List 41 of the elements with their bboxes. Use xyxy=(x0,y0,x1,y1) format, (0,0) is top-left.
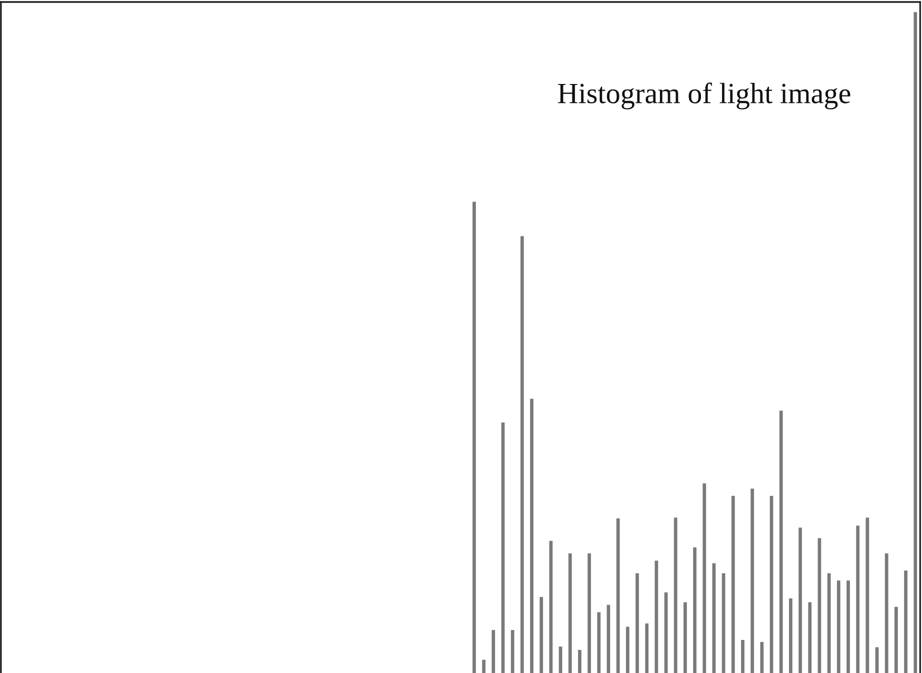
bar xyxy=(856,526,860,673)
bar xyxy=(540,596,544,673)
bar xyxy=(578,650,582,673)
bar xyxy=(789,598,792,673)
bar xyxy=(636,573,639,673)
bar xyxy=(472,202,476,673)
bar xyxy=(836,580,840,673)
bar xyxy=(904,570,908,673)
bar xyxy=(750,488,754,673)
bar xyxy=(798,528,802,673)
bar xyxy=(588,553,591,673)
bar xyxy=(846,580,850,673)
bar xyxy=(808,602,812,673)
bar xyxy=(731,496,735,673)
bar xyxy=(741,640,744,673)
bar xyxy=(492,630,496,673)
bar xyxy=(597,612,601,673)
bar xyxy=(693,547,696,673)
bar xyxy=(645,623,649,673)
bar xyxy=(549,540,553,673)
bar xyxy=(684,602,687,673)
bar xyxy=(558,646,562,673)
bar xyxy=(884,553,888,673)
bar xyxy=(722,573,726,673)
bar xyxy=(654,560,658,673)
bar xyxy=(827,573,831,673)
bar xyxy=(520,236,524,673)
bar xyxy=(866,518,870,673)
bar xyxy=(674,518,678,673)
bar xyxy=(914,12,918,673)
bar xyxy=(626,626,630,673)
bar xyxy=(894,606,898,673)
bar xyxy=(482,660,486,673)
bar xyxy=(530,398,534,673)
bar xyxy=(568,553,572,673)
bar xyxy=(760,642,764,673)
bar xyxy=(875,647,879,673)
bar xyxy=(779,410,783,673)
text: Histogram of light image xyxy=(558,82,850,110)
bar xyxy=(818,538,822,673)
bar xyxy=(702,483,706,673)
